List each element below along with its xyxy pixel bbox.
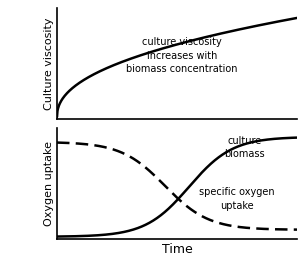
Text: culture viscosity
increases with
biomass concentration: culture viscosity increases with biomass… bbox=[126, 37, 238, 74]
Text: specific oxygen
uptake: specific oxygen uptake bbox=[199, 187, 275, 211]
X-axis label: Time: Time bbox=[162, 243, 192, 256]
Y-axis label: Culture viscosity: Culture viscosity bbox=[44, 17, 54, 110]
Y-axis label: Oxygen uptake: Oxygen uptake bbox=[44, 141, 54, 226]
Text: culture
biomass: culture biomass bbox=[224, 136, 265, 159]
